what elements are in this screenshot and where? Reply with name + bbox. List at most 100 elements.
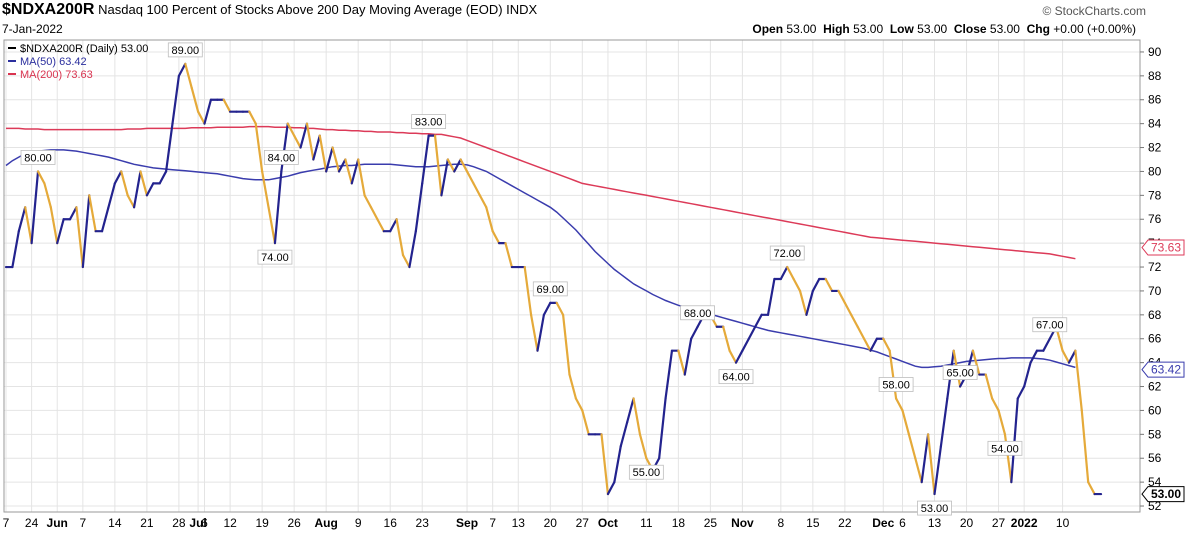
x-tick-label: 11 [640, 516, 653, 530]
close-label: Close [953, 22, 987, 36]
annotation-box [628, 464, 664, 480]
high-value: 53.00 [853, 22, 884, 36]
x-tick-label: 21 [140, 516, 154, 530]
chart-title: $NDXA200R Nasdaq 100 Percent of Stocks A… [2, 1, 537, 19]
price-segment [997, 409, 1007, 436]
price-segment [562, 313, 571, 376]
y-tick-label: 66 [1148, 332, 1162, 346]
price-segment [792, 277, 802, 293]
price-segment [440, 158, 449, 197]
price-segment [190, 86, 200, 113]
value-tag [1141, 239, 1185, 256]
price-segment [164, 122, 174, 173]
price-segment [11, 230, 20, 269]
value-tag [1141, 486, 1185, 503]
price-segment [613, 445, 622, 484]
price-segment [920, 433, 930, 484]
x-tick-label: Sep [456, 516, 478, 530]
price-segment [882, 337, 891, 352]
price-segment [472, 182, 481, 197]
open-label: Open [752, 22, 784, 36]
x-tick-label: Jun [47, 516, 68, 530]
y-tick-label: 56 [1148, 451, 1162, 465]
price-segment [376, 218, 385, 233]
annotation-box [1032, 317, 1068, 333]
annotation-label: 64.00 [722, 372, 750, 384]
chg-label: Chg [1026, 22, 1050, 36]
annotation-box [878, 377, 914, 392]
x-tick-label: 10 [1056, 516, 1070, 530]
value-tag-label: 53.00 [1151, 487, 1181, 501]
price-segment [56, 218, 65, 245]
low-value: 53.00 [917, 22, 948, 36]
price-segment [581, 409, 590, 436]
x-tick-label: Nov [731, 516, 754, 530]
price-segment [901, 409, 910, 436]
price-segment [786, 265, 795, 281]
x-tick-label: 19 [255, 516, 269, 530]
y-tick-label: 62 [1148, 380, 1162, 394]
price-segment [856, 325, 866, 340]
price-segment [869, 337, 878, 352]
legend-label: MA(50) 63.42 [20, 56, 87, 68]
high-label: High [823, 22, 850, 36]
price-segment [389, 218, 398, 233]
price-segment [619, 421, 629, 448]
plot-border [3, 39, 1141, 513]
price-segment [478, 194, 488, 209]
open-value: 53.00 [786, 22, 817, 36]
price-segment [754, 313, 763, 328]
annotation-label: 69.00 [537, 284, 565, 296]
price-segment [536, 313, 545, 352]
x-tick-label: 13 [512, 516, 526, 530]
price-segment [811, 277, 821, 293]
annotation-box [917, 500, 952, 516]
price-segment [357, 158, 366, 197]
price-segment [491, 230, 501, 245]
price-segment [683, 337, 693, 376]
price-segment [49, 206, 59, 245]
y-tick-label: 68 [1148, 308, 1162, 322]
annotation-label: 83.00 [415, 117, 443, 129]
price-segment [331, 146, 341, 173]
price-segment [318, 134, 328, 173]
ma200-line [6, 125, 1076, 260]
annotation-box [769, 245, 805, 261]
price-segment [369, 206, 379, 221]
price-segment [504, 242, 513, 269]
price-segment [120, 170, 129, 197]
price-segment [1010, 397, 1019, 484]
x-tick-label: Dec [872, 516, 894, 530]
value-tag-label: 63.42 [1151, 363, 1181, 377]
price-segment [555, 301, 565, 316]
price-segment [523, 265, 533, 316]
price-segment [261, 170, 270, 209]
price-segment [914, 457, 923, 484]
price-segment [30, 170, 40, 245]
price-segment [1016, 385, 1026, 400]
y-tick-label: 90 [1148, 45, 1162, 59]
price-segment [734, 349, 744, 364]
annotation-box [167, 42, 203, 58]
price-segment [197, 110, 206, 125]
x-tick-label: 6 [899, 516, 906, 530]
price-segment [305, 122, 315, 161]
price-layer [4, 62, 1103, 496]
price-segment [248, 110, 257, 125]
price-segment [1061, 349, 1071, 364]
price-segment [158, 170, 168, 185]
annotation-label: 65.00 [946, 368, 974, 380]
annotation-box [20, 150, 56, 165]
ohlc-readout: Open 53.00 High 53.00 Low 53.00 Close 53… [752, 22, 1136, 36]
price-segment [446, 158, 456, 173]
price-segment [100, 206, 110, 233]
x-tick-label: 8 [777, 516, 784, 530]
y-tick-label: 78 [1148, 188, 1162, 202]
y-axis: 5254565860626466687072747678808284868890 [1140, 45, 1162, 513]
price-segment [574, 397, 584, 412]
x-tick-label: 9 [355, 516, 362, 530]
y-tick-label: 80 [1148, 164, 1162, 178]
ma50-layer [5, 149, 1076, 369]
price-segment [325, 146, 334, 173]
